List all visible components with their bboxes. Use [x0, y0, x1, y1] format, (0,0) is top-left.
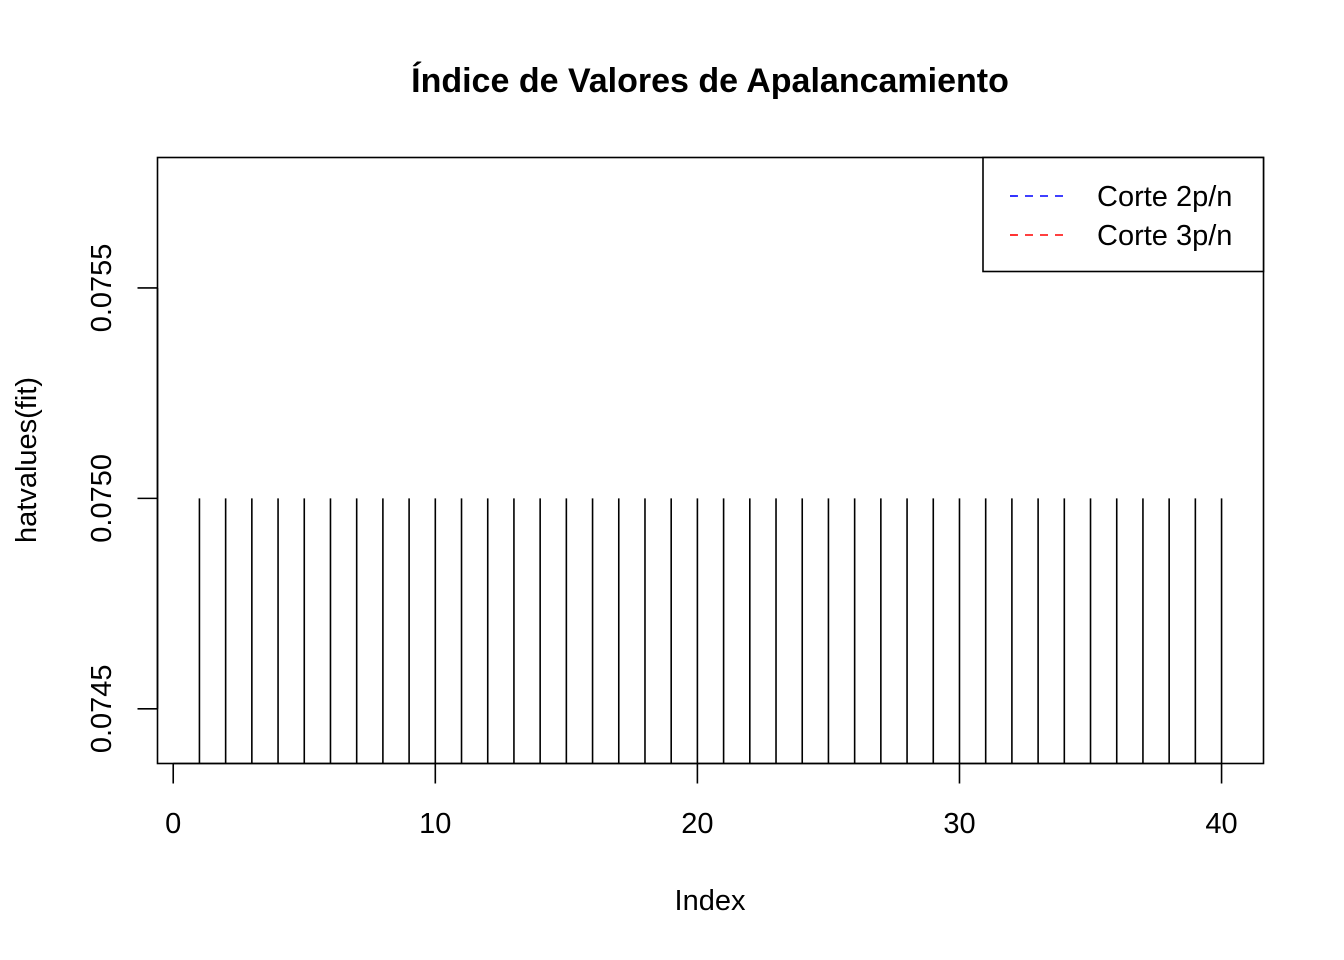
x-axis: 0 10 20 30 40: [165, 762, 1238, 840]
y-axis: 0.0745 0.0750 0.0755: [86, 244, 159, 753]
y-tick-label-2: 0.0755: [86, 244, 118, 333]
y-tick-label-0: 0.0745: [86, 664, 118, 753]
legend: Corte 2p/n Corte 3p/n: [982, 156, 1265, 273]
legend-label-2: Corte 3p/n: [1097, 220, 1232, 252]
legend-box: [982, 156, 1265, 273]
y-tick-label-1: 0.0750: [86, 454, 118, 543]
x-tick-label-40: 40: [1205, 808, 1237, 840]
x-tick-label-20: 20: [681, 808, 713, 840]
y-axis-label: hatvalues(fit): [11, 377, 43, 543]
chart-title: Índice de Valores de Apalancamiento: [411, 62, 1009, 100]
legend-label-1: Corte 2p/n: [1097, 181, 1232, 213]
x-tick-label-0: 0: [165, 808, 181, 840]
x-tick-label-30: 30: [943, 808, 975, 840]
x-tick-label-10: 10: [419, 808, 451, 840]
x-axis-label: Index: [675, 885, 746, 917]
bar-group: [198, 498, 1223, 764]
